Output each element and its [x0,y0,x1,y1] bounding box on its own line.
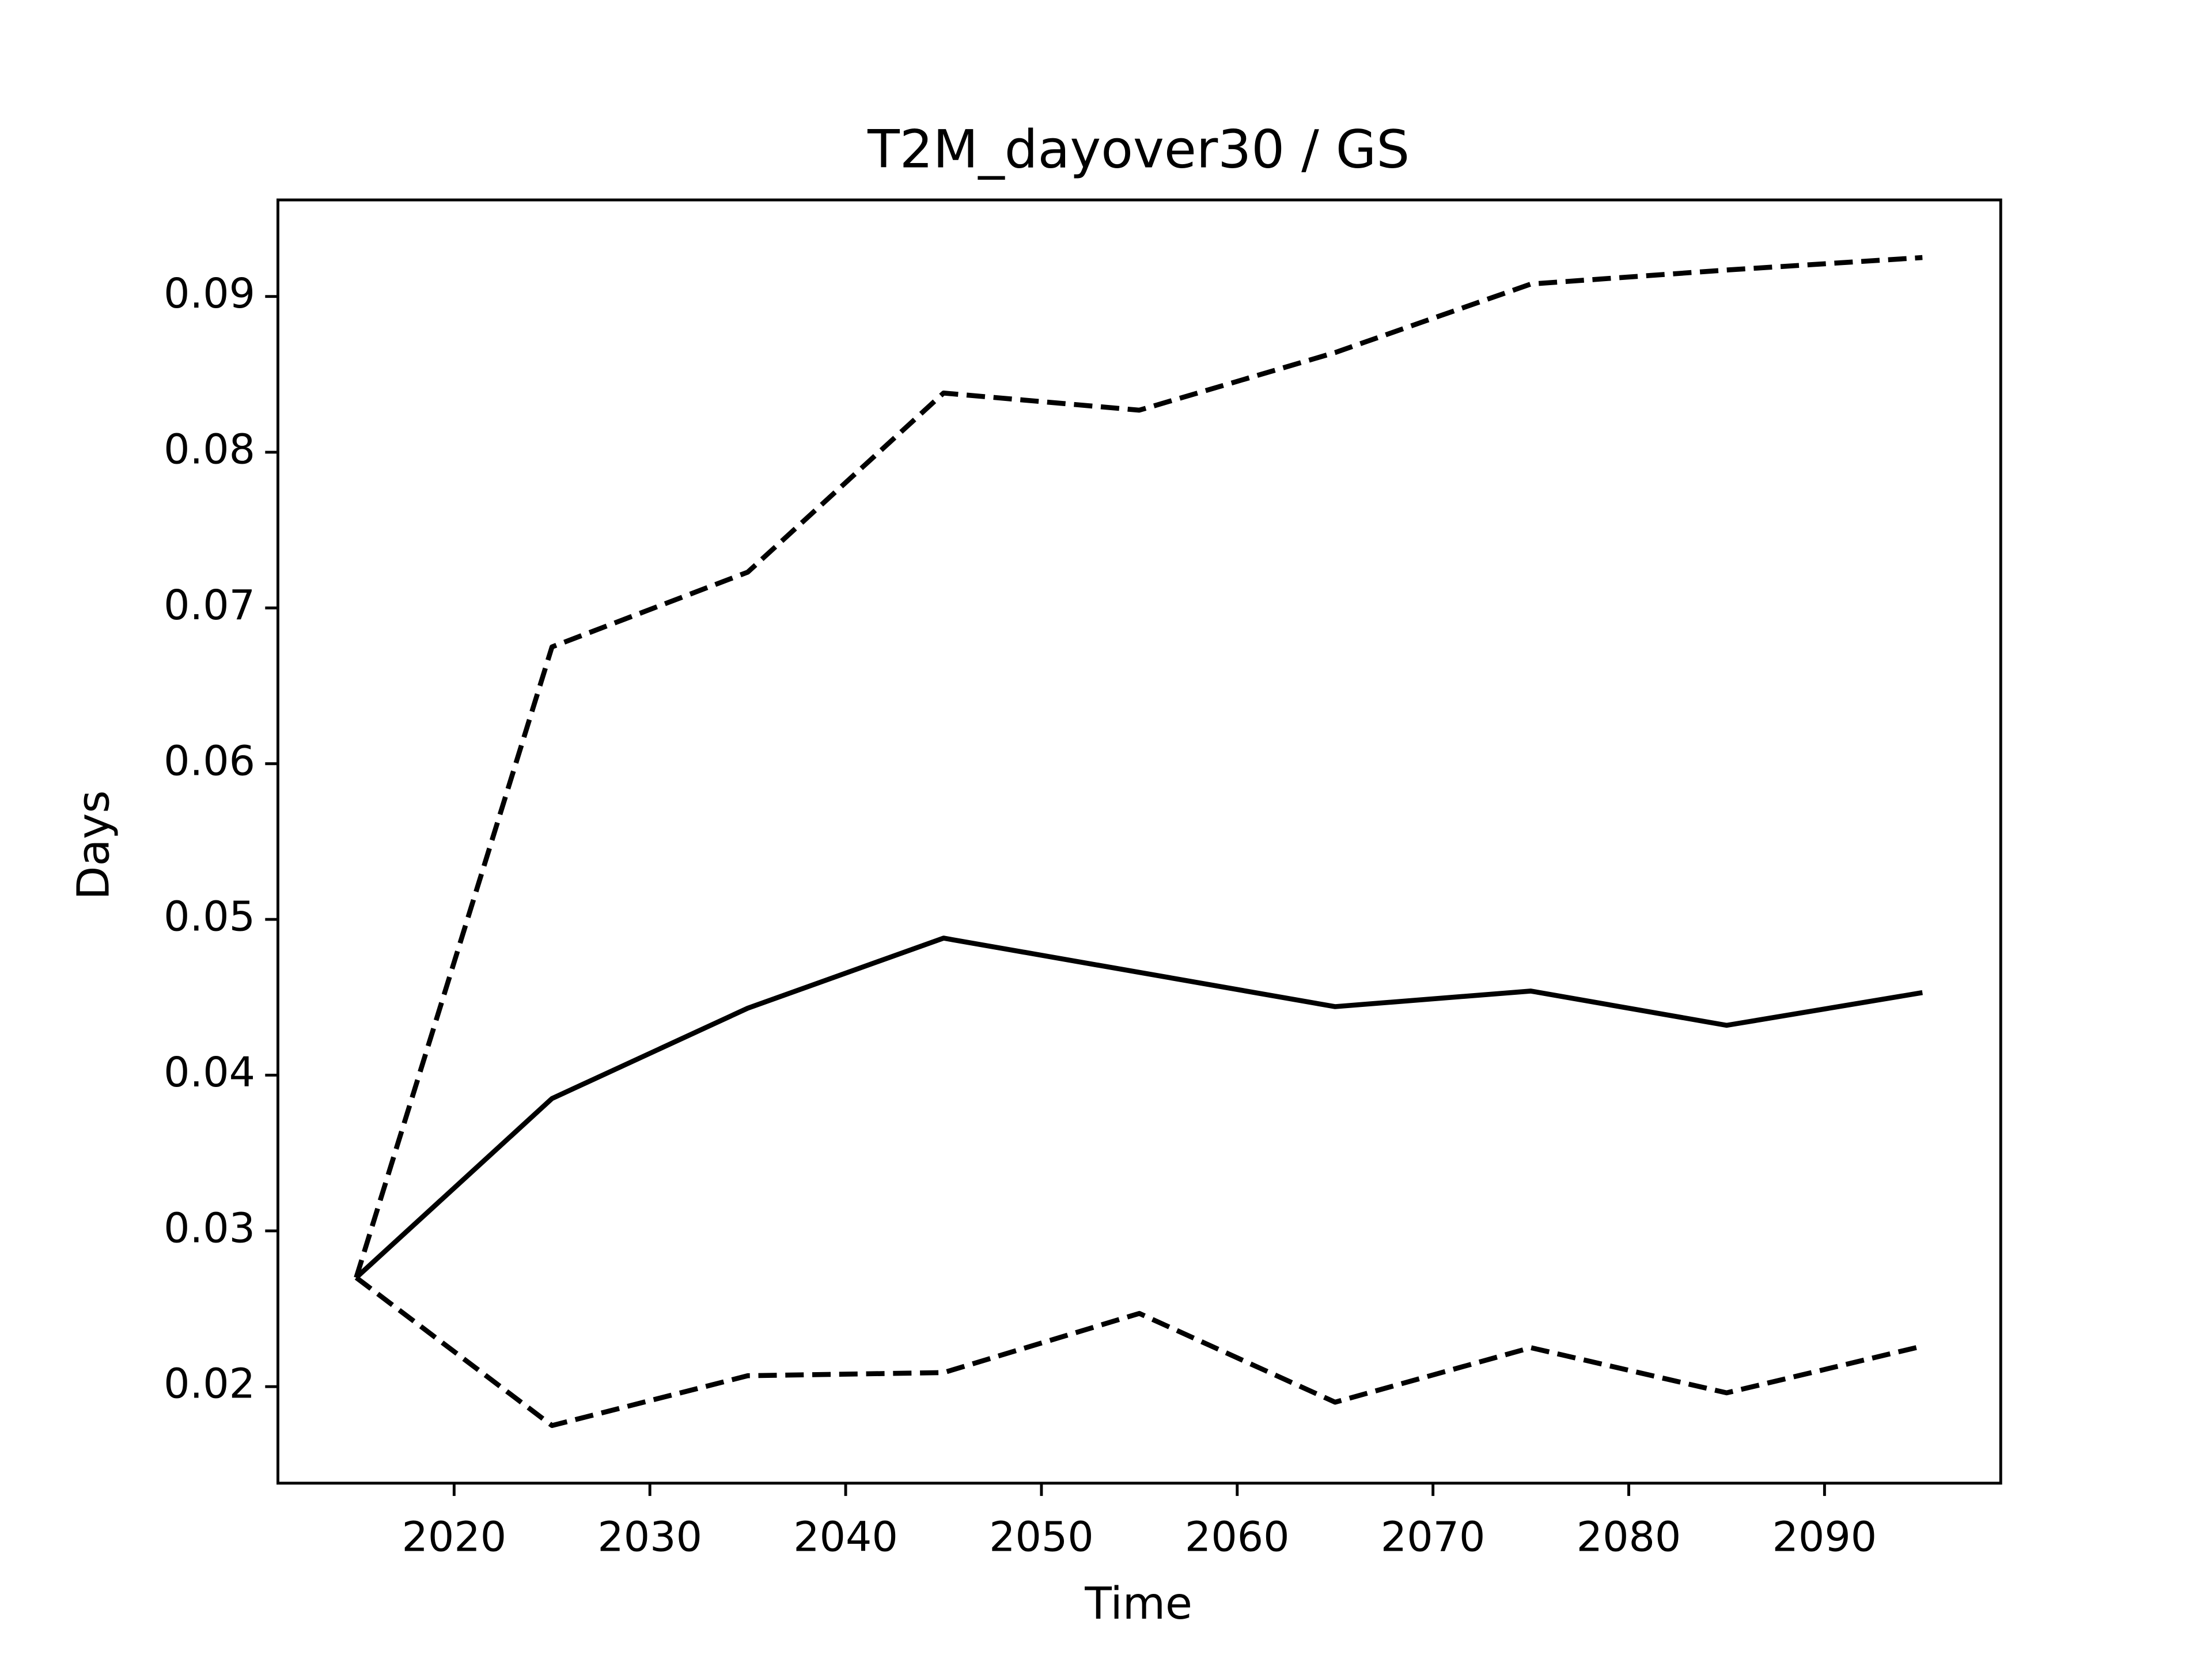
x-tick-label: 2050 [989,1513,1094,1561]
y-tick-label: 0.06 [164,737,255,785]
line-series [354,255,1923,1279]
y-tick-label: 0.08 [164,426,255,474]
y-tick-label: 0.09 [164,270,255,317]
x-tick-label: 2020 [402,1513,507,1561]
x-tick-label: 2030 [597,1513,702,1561]
y-tick-label: 0.04 [164,1048,255,1096]
chart-title: T2M_dayover30 / GS [867,119,1410,180]
y-tick-label: 0.02 [164,1360,255,1408]
y-tick-label: 0.07 [164,581,255,629]
x-tick-label: 2080 [1577,1513,1681,1561]
plot-frame [276,198,2002,1485]
x-tick-label: 2040 [793,1513,898,1561]
y-axis-label: Days [67,790,119,900]
y-tick-label: 0.05 [164,893,255,941]
y-tick-label: 0.03 [164,1204,255,1252]
line-series [354,935,1923,1280]
x-tick-label: 2090 [1772,1513,1877,1561]
x-tick-label: 2060 [1185,1513,1290,1561]
x-tick-label: 2070 [1381,1513,1486,1561]
line-series [354,1275,1923,1429]
x-axis-label: Time [1084,1578,1192,1629]
